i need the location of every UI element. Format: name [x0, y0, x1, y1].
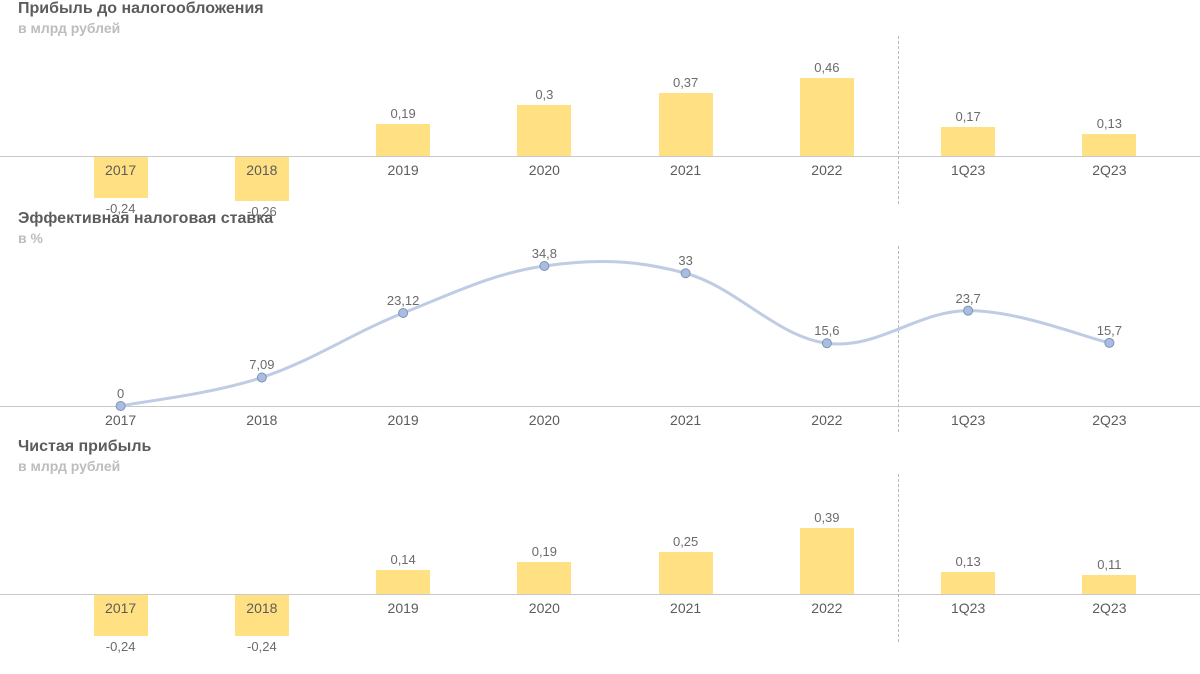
- value-label: 0,11: [1069, 557, 1149, 572]
- category-label: 1Q23: [928, 600, 1008, 616]
- bar: [1082, 134, 1136, 156]
- value-label: 0,19: [363, 106, 443, 121]
- line-marker: [681, 269, 690, 278]
- line-path: [121, 261, 1110, 406]
- panel-title: Чистая прибыль: [0, 438, 1200, 456]
- category-label: 2Q23: [1069, 162, 1149, 178]
- category-label: 2018: [222, 162, 302, 178]
- value-label: 0,3: [504, 87, 584, 102]
- category-label: 2022: [787, 412, 867, 428]
- panel-1: Эффективная налоговая ставка в % 0 2017 7,09…: [0, 210, 1200, 438]
- value-label: 23,12: [363, 293, 443, 308]
- category-label: 2018: [222, 600, 302, 616]
- chart-area: -0,242017-0,2420180,1420190,1920200,2520…: [0, 474, 1200, 642]
- category-label: 2019: [363, 162, 443, 178]
- value-label: 0: [81, 386, 161, 401]
- panel-subtitle: в млрд рублей: [0, 458, 1200, 474]
- bar: [941, 127, 995, 156]
- category-label: 2020: [504, 162, 584, 178]
- bar: [800, 78, 854, 156]
- category-label: 2Q23: [1069, 412, 1149, 428]
- bar: [517, 105, 571, 156]
- bar: [800, 528, 854, 594]
- category-label: 2017: [81, 162, 161, 178]
- bar: [941, 572, 995, 594]
- bar: [659, 552, 713, 595]
- category-label: 1Q23: [928, 162, 1008, 178]
- line-marker: [399, 308, 408, 317]
- category-label: 2020: [504, 412, 584, 428]
- value-label: 0,25: [646, 534, 726, 549]
- bar: [1082, 575, 1136, 594]
- value-label: 0,39: [787, 510, 867, 525]
- category-label: 2022: [787, 162, 867, 178]
- value-label: 33: [646, 253, 726, 268]
- chart-area: -0,242017-0,2620180,1920190,320200,37202…: [0, 36, 1200, 204]
- line-marker: [540, 262, 549, 271]
- panel-0: Прибыль до налогообложенияв млрд рублей-…: [0, 0, 1200, 210]
- value-label: 15,6: [787, 323, 867, 338]
- panel-subtitle: в млрд рублей: [0, 20, 1200, 36]
- value-label: 0,17: [928, 109, 1008, 124]
- line-marker: [822, 339, 831, 348]
- value-label: 0,19: [504, 544, 584, 559]
- axis-line: [0, 594, 1200, 595]
- category-label: 2020: [504, 600, 584, 616]
- value-label: 34,8: [504, 246, 584, 261]
- value-label: -0,24: [81, 639, 161, 654]
- value-label: 0,14: [363, 552, 443, 567]
- line-chart-svg: [0, 246, 1200, 432]
- category-label: 2017: [81, 412, 161, 428]
- period-divider: [898, 36, 899, 204]
- category-label: 2021: [646, 162, 726, 178]
- line-marker: [257, 373, 266, 382]
- line-marker: [964, 306, 973, 315]
- value-label: 0,37: [646, 75, 726, 90]
- axis-line: [0, 156, 1200, 157]
- category-label: 2017: [81, 600, 161, 616]
- category-label: 2Q23: [1069, 600, 1149, 616]
- value-label: -0,24: [222, 639, 302, 654]
- value-label: 23,7: [928, 291, 1008, 306]
- bar: [659, 93, 713, 156]
- panel-title: Эффективная налоговая ставка: [0, 210, 1200, 228]
- panel-subtitle: в %: [0, 230, 1200, 246]
- category-label: 2022: [787, 600, 867, 616]
- category-label: 2019: [363, 600, 443, 616]
- value-label: 15,7: [1069, 323, 1149, 338]
- bar: [376, 124, 430, 156]
- bar: [517, 562, 571, 594]
- value-label: 7,09: [222, 357, 302, 372]
- category-label: 1Q23: [928, 412, 1008, 428]
- bar: [376, 570, 430, 594]
- value-label: 0,46: [787, 60, 867, 75]
- category-label: 2021: [646, 412, 726, 428]
- panel-2: Чистая прибыльв млрд рублей-0,242017-0,2…: [0, 438, 1200, 648]
- panel-title: Прибыль до налогообложения: [0, 0, 1200, 18]
- period-divider: [898, 474, 899, 642]
- value-label: 0,13: [1069, 116, 1149, 131]
- category-label: 2019: [363, 412, 443, 428]
- category-label: 2018: [222, 412, 302, 428]
- category-label: 2021: [646, 600, 726, 616]
- chart-area: 0 2017 7,09 2018 23,12 2019 34,8 2020 33 2021 15,6…: [0, 246, 1200, 432]
- line-marker: [116, 402, 125, 411]
- line-marker: [1105, 338, 1114, 347]
- value-label: 0,13: [928, 554, 1008, 569]
